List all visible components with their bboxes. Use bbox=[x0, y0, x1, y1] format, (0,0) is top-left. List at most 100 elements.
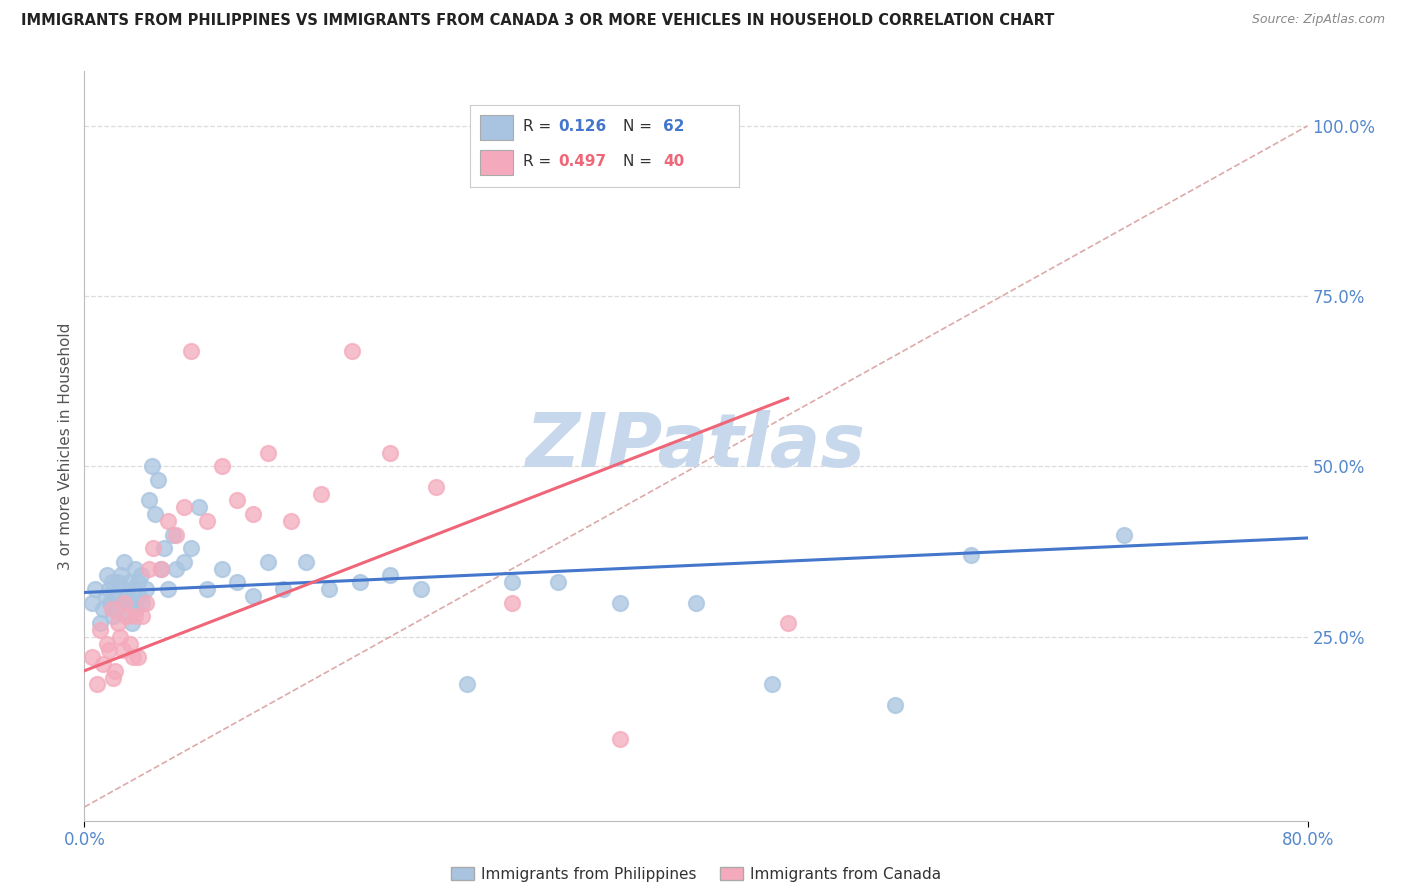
Point bbox=[609, 596, 631, 610]
Point bbox=[86, 677, 108, 691]
Point bbox=[112, 596, 135, 610]
Point bbox=[103, 609, 125, 624]
Point bbox=[146, 473, 169, 487]
Point bbox=[112, 555, 135, 569]
Point bbox=[135, 596, 157, 610]
Point bbox=[211, 561, 233, 575]
Point bbox=[211, 459, 233, 474]
Point bbox=[115, 609, 138, 624]
Point bbox=[311, 486, 333, 500]
Point bbox=[141, 459, 163, 474]
Point bbox=[105, 602, 128, 616]
Point bbox=[101, 602, 124, 616]
Point bbox=[122, 650, 145, 665]
Point bbox=[96, 568, 118, 582]
Point bbox=[761, 677, 783, 691]
Point bbox=[128, 589, 150, 603]
Point bbox=[118, 575, 141, 590]
Point bbox=[131, 596, 153, 610]
Point bbox=[149, 561, 172, 575]
Point bbox=[456, 677, 478, 691]
Point bbox=[103, 671, 125, 685]
Point bbox=[115, 589, 138, 603]
Point bbox=[142, 541, 165, 556]
Point bbox=[125, 602, 148, 616]
Point bbox=[242, 507, 264, 521]
Point bbox=[226, 575, 249, 590]
Point bbox=[96, 636, 118, 650]
Point bbox=[91, 602, 114, 616]
Point bbox=[127, 650, 149, 665]
Point bbox=[131, 609, 153, 624]
Point bbox=[91, 657, 114, 671]
Point bbox=[111, 582, 134, 596]
Point bbox=[108, 596, 131, 610]
Point bbox=[157, 514, 180, 528]
Point bbox=[129, 568, 152, 582]
Point bbox=[685, 596, 707, 610]
Point bbox=[107, 616, 129, 631]
Point bbox=[295, 555, 318, 569]
Text: Source: ZipAtlas.com: Source: ZipAtlas.com bbox=[1251, 13, 1385, 27]
Point bbox=[89, 623, 111, 637]
Point bbox=[547, 575, 569, 590]
Text: ZIPatlas: ZIPatlas bbox=[526, 409, 866, 483]
Point bbox=[165, 527, 187, 541]
Point bbox=[138, 561, 160, 575]
Point bbox=[776, 616, 799, 631]
Text: IMMIGRANTS FROM PHILIPPINES VS IMMIGRANTS FROM CANADA 3 OR MORE VEHICLES IN HOUS: IMMIGRANTS FROM PHILIPPINES VS IMMIGRANT… bbox=[21, 13, 1054, 29]
Point bbox=[242, 589, 264, 603]
Point bbox=[162, 527, 184, 541]
Point bbox=[349, 575, 371, 590]
Legend: Immigrants from Philippines, Immigrants from Canada: Immigrants from Philippines, Immigrants … bbox=[444, 861, 948, 888]
Point bbox=[80, 650, 103, 665]
Point bbox=[960, 548, 983, 562]
Point bbox=[380, 446, 402, 460]
Point bbox=[165, 561, 187, 575]
Point bbox=[502, 596, 524, 610]
Point bbox=[114, 609, 136, 624]
Point bbox=[188, 500, 211, 515]
Point bbox=[143, 507, 166, 521]
Point bbox=[98, 596, 121, 610]
Point bbox=[84, 582, 107, 596]
Point bbox=[107, 575, 129, 590]
Point bbox=[153, 541, 176, 556]
Point bbox=[173, 500, 195, 515]
Point bbox=[120, 636, 142, 650]
Point bbox=[380, 568, 402, 582]
Point bbox=[110, 568, 132, 582]
Point bbox=[135, 582, 157, 596]
Y-axis label: 3 or more Vehicles in Household: 3 or more Vehicles in Household bbox=[58, 322, 73, 570]
Point bbox=[97, 643, 120, 657]
Point bbox=[195, 582, 218, 596]
Point bbox=[157, 582, 180, 596]
Point bbox=[149, 561, 172, 575]
Point bbox=[425, 480, 447, 494]
Point bbox=[1114, 527, 1136, 541]
Point bbox=[104, 589, 127, 603]
Point bbox=[127, 575, 149, 590]
Point bbox=[409, 582, 432, 596]
Point bbox=[280, 514, 302, 528]
Point bbox=[271, 582, 294, 596]
Point bbox=[101, 575, 124, 590]
Point bbox=[104, 664, 127, 678]
Point bbox=[257, 446, 280, 460]
Point bbox=[124, 609, 146, 624]
Point bbox=[180, 343, 202, 358]
Point bbox=[138, 493, 160, 508]
Point bbox=[195, 514, 218, 528]
Point bbox=[108, 630, 131, 644]
Point bbox=[97, 582, 120, 596]
Point bbox=[94, 589, 117, 603]
Point bbox=[89, 616, 111, 631]
Point bbox=[80, 596, 103, 610]
Point bbox=[111, 643, 134, 657]
Point bbox=[226, 493, 249, 508]
Point bbox=[124, 561, 146, 575]
Point bbox=[502, 575, 524, 590]
Point bbox=[318, 582, 340, 596]
Point bbox=[173, 555, 195, 569]
Point bbox=[257, 555, 280, 569]
